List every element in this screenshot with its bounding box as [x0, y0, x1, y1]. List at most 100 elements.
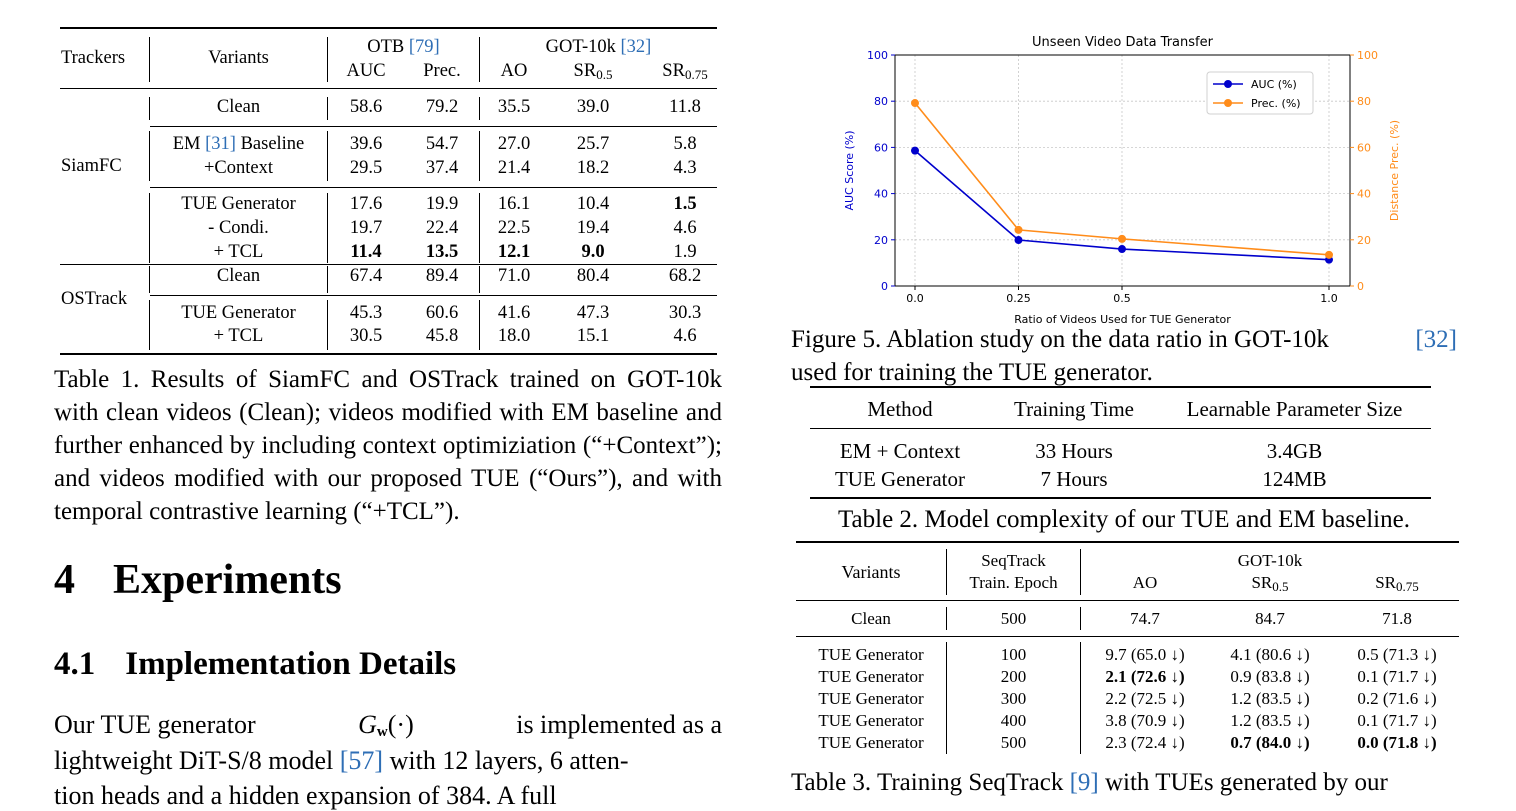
cell-sr05: 39.0	[576, 97, 610, 117]
data-point-auc	[1118, 245, 1126, 254]
cell-sr05: 1.2 (83.5 ↓)	[1230, 689, 1310, 708]
header-sr05: SR0.5	[1251, 573, 1289, 594]
x-tick-label: 0.5	[1113, 292, 1131, 305]
cell-sr075: 68.2	[668, 266, 702, 286]
cell-sr075: 5.8	[673, 134, 697, 154]
tracker-siamfc: SiamFC	[61, 156, 122, 176]
body-line-2: lightweight DiT-S/8 model [57] with 12 l…	[54, 746, 629, 775]
cell-sr05: 10.4	[576, 194, 610, 214]
y-tick-label: 40	[874, 188, 888, 201]
cell-ao: 18.0	[497, 326, 531, 346]
cell-variant: TUE Generator	[818, 711, 924, 730]
cell-auc: 11.4	[350, 242, 382, 262]
cell-sr05: 18.2	[576, 158, 610, 178]
header-got10k: GOT-10k [32]	[545, 37, 652, 57]
cell-sr075: 0.5 (71.3 ↓)	[1357, 645, 1437, 664]
x-axis-label: Ratio of Videos Used for TUE Generator	[1014, 313, 1231, 326]
cell-ao: 22.5	[497, 218, 531, 238]
y2-tick-label: 20	[1357, 234, 1371, 247]
cell-prec: 13.5	[425, 242, 459, 262]
y-axis-label: AUC Score (%)	[843, 130, 856, 210]
header-method: Method	[867, 397, 933, 421]
header-auc: AUC	[346, 61, 386, 81]
variant-label: EM [31] Baseline	[172, 134, 305, 154]
cell-sr075: 11.8	[669, 97, 701, 117]
header-sr075: SR0.75	[662, 61, 708, 82]
tracker-ostrack: OSTrack	[61, 289, 128, 309]
x-tick-label: 0.0	[906, 292, 924, 305]
y2-tick-label: 0	[1357, 280, 1364, 293]
header-training-time: Training Time	[1013, 397, 1135, 421]
cell-sr05: 19.4	[576, 218, 610, 238]
series-line-auc	[914, 150, 1330, 261]
header-train-epoch: Train. Epoch	[969, 573, 1058, 592]
cell-auc: 19.7	[349, 218, 383, 238]
cell-prec: 54.7	[425, 134, 459, 154]
y2-tick-label: 40	[1357, 188, 1371, 201]
cell-ao: 21.4	[497, 158, 531, 178]
x-tick-label: 1.0	[1320, 292, 1338, 305]
variant-label: +Context	[203, 158, 273, 178]
y2-axis-label: Distance Prec. (%)	[1388, 120, 1400, 221]
header-param-size: Learnable Parameter Size	[1186, 397, 1403, 421]
y-tick-label: 60	[874, 141, 888, 154]
cell-sr05: 0.7 (84.0 ↓)	[1230, 733, 1310, 752]
y-tick-label: 100	[867, 49, 888, 62]
cell-sr075: 4.3	[673, 158, 697, 178]
header-sr075: SR0.75	[1375, 573, 1419, 594]
cell-auc: 45.3	[349, 303, 383, 323]
variant-label: - Condi.	[208, 218, 269, 238]
variant-label: TUE Generator	[181, 303, 296, 323]
cell-sr075: 4.6	[673, 326, 697, 346]
cell-variant: TUE Generator	[818, 645, 924, 664]
data-point-prec	[1014, 225, 1023, 234]
cell-method: EM + Context	[839, 439, 961, 463]
variant-label: TUE Generator	[181, 194, 296, 214]
cell-ao: 12.1	[497, 242, 531, 262]
header-otb: OTB [79]	[367, 37, 440, 57]
cell-sr05: 25.7	[576, 134, 610, 154]
data-point-auc	[911, 146, 919, 155]
cell-ao: 41.6	[497, 303, 531, 323]
header-ao: AO	[1132, 573, 1158, 592]
header-seqtrack: SeqTrack	[981, 551, 1046, 570]
cell-variant: TUE Generator	[818, 667, 924, 686]
y2-tick-label: 100	[1357, 49, 1378, 62]
y-tick-label: 80	[874, 95, 888, 108]
cell-sr075: 4.6	[673, 218, 697, 238]
legend-marker	[1224, 99, 1232, 107]
cell-prec: 37.4	[425, 158, 459, 178]
cell-sr05: 9.0	[581, 242, 605, 262]
cell-sr075: 0.2 (71.6 ↓)	[1357, 689, 1437, 708]
y-tick-label: 20	[874, 234, 888, 247]
header-got10k: GOT-10k	[1237, 551, 1303, 570]
cell-ao: 71.0	[497, 266, 531, 286]
cell-epoch: 500	[1000, 733, 1027, 752]
legend-marker	[1224, 80, 1232, 88]
header-variants: Variants	[841, 562, 901, 582]
cell-sr075: 0.1 (71.7 ↓)	[1357, 667, 1437, 686]
cell-ao: 3.8 (70.9 ↓)	[1105, 711, 1185, 730]
y-tick-label: 0	[881, 280, 888, 293]
variant-label: + TCL	[213, 242, 264, 262]
figure-5-chart: 0 0 20 20 40 40 60 60 80 80 100 100 0.0 0.25 0.5 1.0 Uns…	[843, 35, 1400, 326]
cell-sr05: 0.9 (83.8 ↓)	[1230, 667, 1310, 686]
cell-sr05: 84.7	[1255, 609, 1285, 628]
cell-sr075: 1.5	[673, 194, 697, 214]
figure-5-caption: Figure 5. Ablation study on the data rat…	[791, 326, 1457, 386]
cell-sr05: 4.1 (80.6 ↓)	[1230, 645, 1310, 664]
table-2-caption: Table 2. Model complexity of our TUE and…	[838, 506, 1410, 533]
cell-prec: 89.4	[425, 266, 459, 286]
cell-size: 124MB	[1262, 467, 1327, 491]
cell-variant: TUE Generator	[818, 689, 924, 708]
cell-auc: 29.5	[349, 158, 383, 178]
cell-sr075: 30.3	[668, 303, 702, 323]
table-3-caption: Table 3. Training SeqTrack [9] with TUEs…	[791, 769, 1388, 796]
variant-label: Clean	[216, 266, 261, 286]
cell-auc: 30.5	[349, 326, 383, 346]
cell-variant: Clean	[851, 609, 891, 628]
cell-ao: 9.7 (65.0 ↓)	[1105, 645, 1185, 664]
header-prec: Prec.	[423, 61, 461, 81]
body-line-1: Our TUE generator Gw(·) is implemented a…	[54, 710, 722, 740]
header-variants: Variants	[208, 48, 269, 68]
